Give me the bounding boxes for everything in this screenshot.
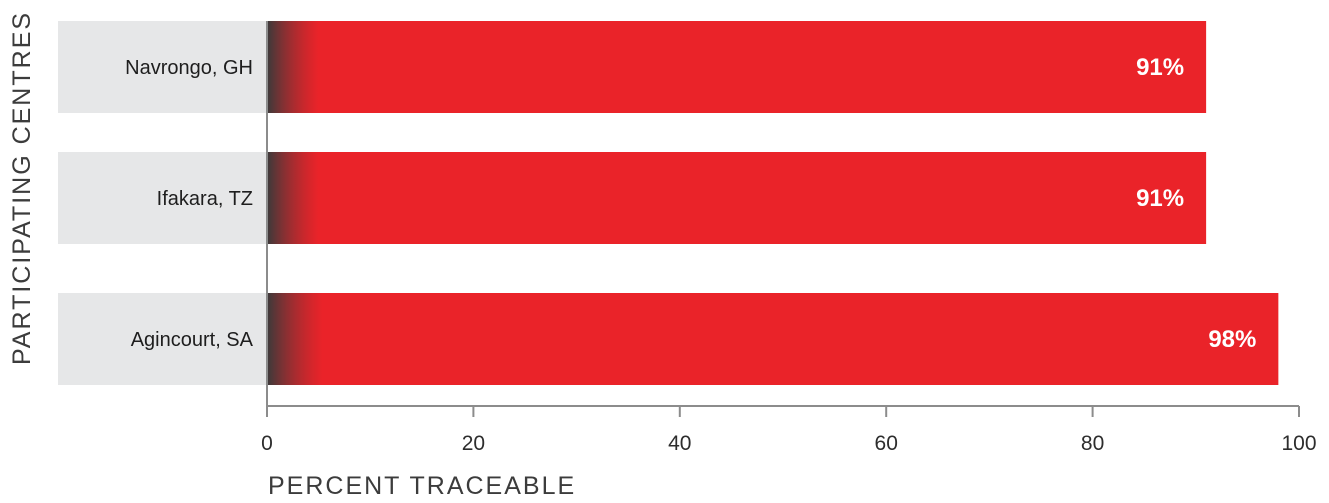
x-tick-label-100: 100	[1281, 432, 1316, 455]
category-label-ifakara-tz: Ifakara, TZ	[157, 188, 253, 210]
category-band-agincourt-sa	[58, 293, 267, 385]
x-tick-label-80: 80	[1081, 432, 1104, 455]
bar-shadow-agincourt-sa	[267, 293, 1279, 385]
category-label-navrongo-gh: Navrongo, GH	[125, 57, 253, 79]
bar-shadow-ifakara-tz	[267, 152, 1207, 244]
data-label-ifakara-tz: 91%	[1136, 185, 1184, 212]
category-band-navrongo-gh	[58, 21, 267, 113]
x-tick-label-40: 40	[668, 432, 691, 455]
category-band-ifakara-tz	[58, 152, 267, 244]
x-tick-label-0: 0	[261, 432, 273, 455]
x-ticks: 0 20 40 60 80 100	[261, 406, 1317, 455]
bars	[267, 21, 1279, 385]
data-label-navrongo-gh: 91%	[1136, 54, 1184, 81]
x-axis-title: PERCENT TRACEABLE	[268, 472, 576, 500]
x-tick-label-20: 20	[462, 432, 485, 455]
data-labels: 91% 91% 98%	[1136, 54, 1256, 353]
category-labels: Navrongo, GH Ifakara, TZ Agincourt, SA	[125, 57, 253, 351]
y-axis-title: PARTICIPATING CENTRES	[8, 11, 36, 365]
category-bands	[58, 21, 267, 385]
x-tick-label-60: 60	[875, 432, 898, 455]
bar-shadow-navrongo-gh	[267, 21, 1207, 113]
data-label-agincourt-sa: 98%	[1208, 326, 1256, 353]
axes	[266, 21, 1299, 407]
category-label-agincourt-sa: Agincourt, SA	[131, 329, 254, 351]
